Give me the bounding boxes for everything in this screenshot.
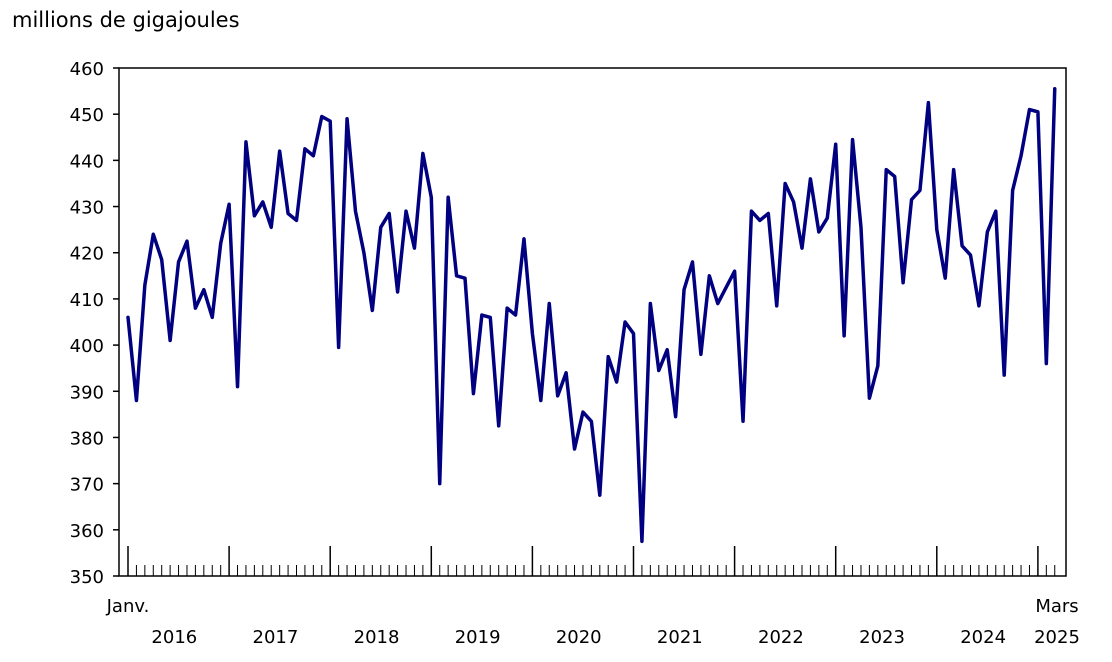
x-year-label: 2017	[253, 627, 299, 648]
x-year-label: 2021	[657, 627, 703, 648]
y-tick-label: 350	[70, 567, 104, 588]
y-tick-label: 370	[70, 475, 104, 496]
y-axis-unit-label: millions de gigajoules	[12, 8, 240, 32]
y-tick-label: 430	[70, 198, 104, 219]
series-layer	[126, 87, 1057, 544]
x-start-label: Janv.	[106, 596, 150, 617]
y-tick-label: 380	[70, 428, 104, 449]
x-year-label: 2019	[455, 627, 501, 648]
x-year-label: 2022	[758, 627, 804, 648]
x-year-label: 2023	[859, 627, 905, 648]
x-year-label: 2024	[960, 627, 1006, 648]
y-tick-label: 420	[70, 244, 104, 265]
y-tick-label: 440	[70, 151, 104, 172]
x-end-label: Mars	[1035, 596, 1078, 617]
y-tick-label: 400	[70, 336, 104, 357]
x-year-label: 2020	[556, 627, 602, 648]
plot-frame	[118, 67, 1067, 577]
series-line	[126, 87, 1057, 544]
y-tick-label: 460	[70, 59, 104, 80]
x-year-label: 2016	[151, 627, 197, 648]
y-tick-label: 360	[70, 521, 104, 542]
y-tick-label: 410	[70, 290, 104, 311]
x-axis: 2016 2017 2018 2019 2020 2021 2022 2023 2024 2025	[127, 546, 1080, 648]
y-tick-label: 390	[70, 382, 104, 403]
x-year-label: 2025	[1034, 627, 1080, 648]
y-axis: 350 360 370 380 390 400 410 420 430 440 450 460	[70, 59, 119, 588]
x-year-label: 2018	[354, 627, 400, 648]
y-tick-label: 450	[70, 105, 104, 126]
